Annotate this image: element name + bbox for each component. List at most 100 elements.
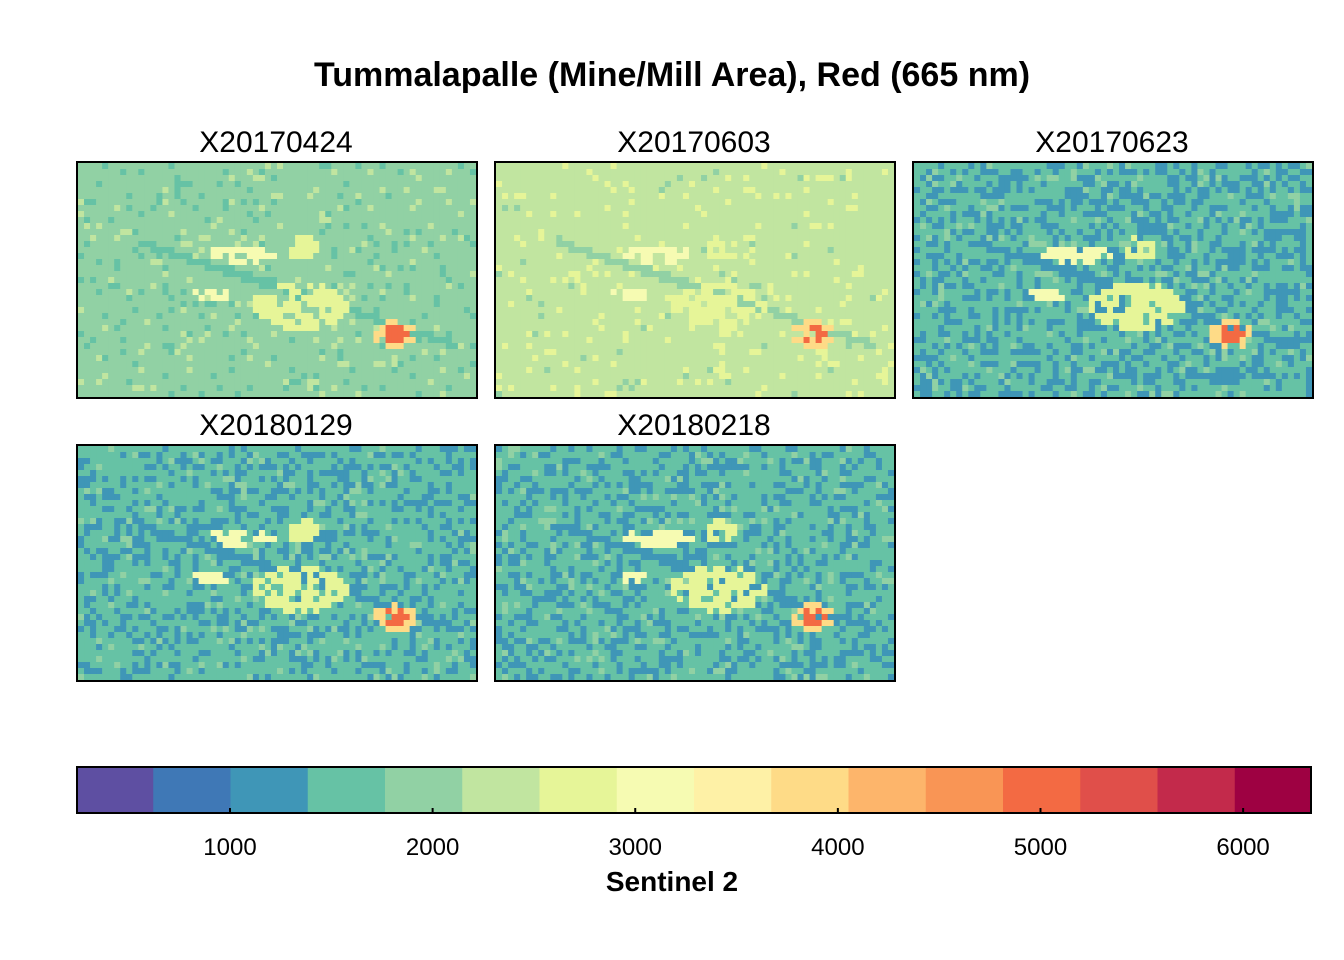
raster-cell xyxy=(797,313,805,320)
raster-cell xyxy=(204,367,212,374)
raster-cell xyxy=(520,367,527,374)
raster-cell xyxy=(186,169,194,176)
raster-cell xyxy=(755,163,762,170)
raster-cell xyxy=(791,283,799,290)
raster-cell xyxy=(809,187,817,194)
raster-cell xyxy=(875,337,883,344)
raster-cell xyxy=(222,235,230,242)
raster-cell xyxy=(216,373,224,380)
raster-cell xyxy=(391,283,399,290)
raster-cell xyxy=(562,343,569,350)
raster-cell xyxy=(881,235,889,242)
raster-cell xyxy=(270,373,278,380)
raster-cell xyxy=(168,253,175,260)
raster-cell xyxy=(749,235,756,242)
raster-cell xyxy=(845,235,853,242)
raster-cell xyxy=(496,175,503,182)
raster-cell xyxy=(797,181,805,188)
raster-cell xyxy=(562,349,569,356)
raster-cell xyxy=(337,283,344,290)
raster-cell xyxy=(682,295,690,302)
raster-cell xyxy=(222,319,230,326)
raster-cell xyxy=(652,229,660,236)
raster-cell xyxy=(568,259,575,266)
raster-cell xyxy=(421,211,429,218)
raster-cell xyxy=(325,175,332,182)
raster-cell xyxy=(550,373,557,380)
raster-cell xyxy=(156,181,163,188)
raster-cell xyxy=(701,277,708,284)
raster-cell xyxy=(427,319,435,326)
raster-cell xyxy=(827,277,835,284)
raster-cell xyxy=(451,187,459,194)
raster-cell xyxy=(277,295,284,302)
raster-cell xyxy=(731,277,738,284)
raster-cell xyxy=(349,277,356,284)
raster-cell xyxy=(120,217,127,224)
raster-cell xyxy=(174,391,182,397)
raster-cell xyxy=(114,193,121,200)
raster-cell xyxy=(319,349,326,356)
raster-cell xyxy=(283,301,290,308)
raster-cell xyxy=(373,325,381,332)
raster-cell xyxy=(210,265,218,272)
raster-cell xyxy=(186,379,194,386)
raster-cell xyxy=(616,313,624,320)
raster-cell xyxy=(634,187,642,194)
raster-cell xyxy=(144,199,151,206)
raster-cell xyxy=(646,367,654,374)
raster-cell xyxy=(743,265,750,272)
raster-cell xyxy=(695,181,702,188)
raster-cell xyxy=(755,289,762,296)
raster-cell xyxy=(695,319,702,326)
raster-cell xyxy=(827,295,835,302)
raster-cell xyxy=(502,223,509,230)
panel-title-3: X20170623 xyxy=(1035,126,1189,159)
raster-cell xyxy=(451,235,459,242)
raster-cell xyxy=(114,271,121,278)
raster-cell xyxy=(150,241,157,248)
raster-cell xyxy=(562,271,569,278)
raster-cell xyxy=(120,259,127,266)
raster-cell xyxy=(496,367,503,374)
raster-cell xyxy=(562,253,569,260)
raster-cell xyxy=(451,271,459,278)
raster-cell xyxy=(538,217,545,224)
raster-cell xyxy=(234,223,242,230)
raster-cell xyxy=(755,337,762,344)
raster-cell xyxy=(887,319,894,326)
raster-cell xyxy=(264,355,272,362)
raster-cell xyxy=(791,253,799,260)
raster-cell xyxy=(640,187,648,194)
raster-cell xyxy=(688,205,696,212)
raster-cell xyxy=(174,283,182,290)
raster-cell xyxy=(379,187,387,194)
raster-cell xyxy=(544,367,551,374)
raster-cell xyxy=(634,289,642,296)
raster-cell xyxy=(556,247,563,254)
raster-cell xyxy=(391,379,399,386)
raster-cell xyxy=(102,313,109,320)
raster-cell xyxy=(550,277,557,284)
raster-cell xyxy=(367,235,374,242)
raster-cell xyxy=(451,373,459,380)
raster-cell xyxy=(604,241,612,248)
raster-cell xyxy=(514,253,521,260)
raster-cell xyxy=(658,301,666,308)
raster-cell xyxy=(797,319,805,326)
raster-cell xyxy=(502,211,509,218)
raster-cell xyxy=(598,289,606,296)
raster-cell xyxy=(355,271,362,278)
raster-cell xyxy=(433,295,441,302)
raster-cell xyxy=(463,199,471,206)
raster-cell xyxy=(78,211,85,218)
raster-cell xyxy=(640,181,648,188)
raster-cell xyxy=(385,325,393,332)
raster-cell xyxy=(622,163,630,170)
raster-cell xyxy=(779,163,786,170)
raster-cell xyxy=(126,391,133,397)
raster-cell xyxy=(295,361,302,368)
raster-cell xyxy=(646,193,654,200)
raster-cell xyxy=(827,181,835,188)
raster-cell xyxy=(240,211,248,218)
